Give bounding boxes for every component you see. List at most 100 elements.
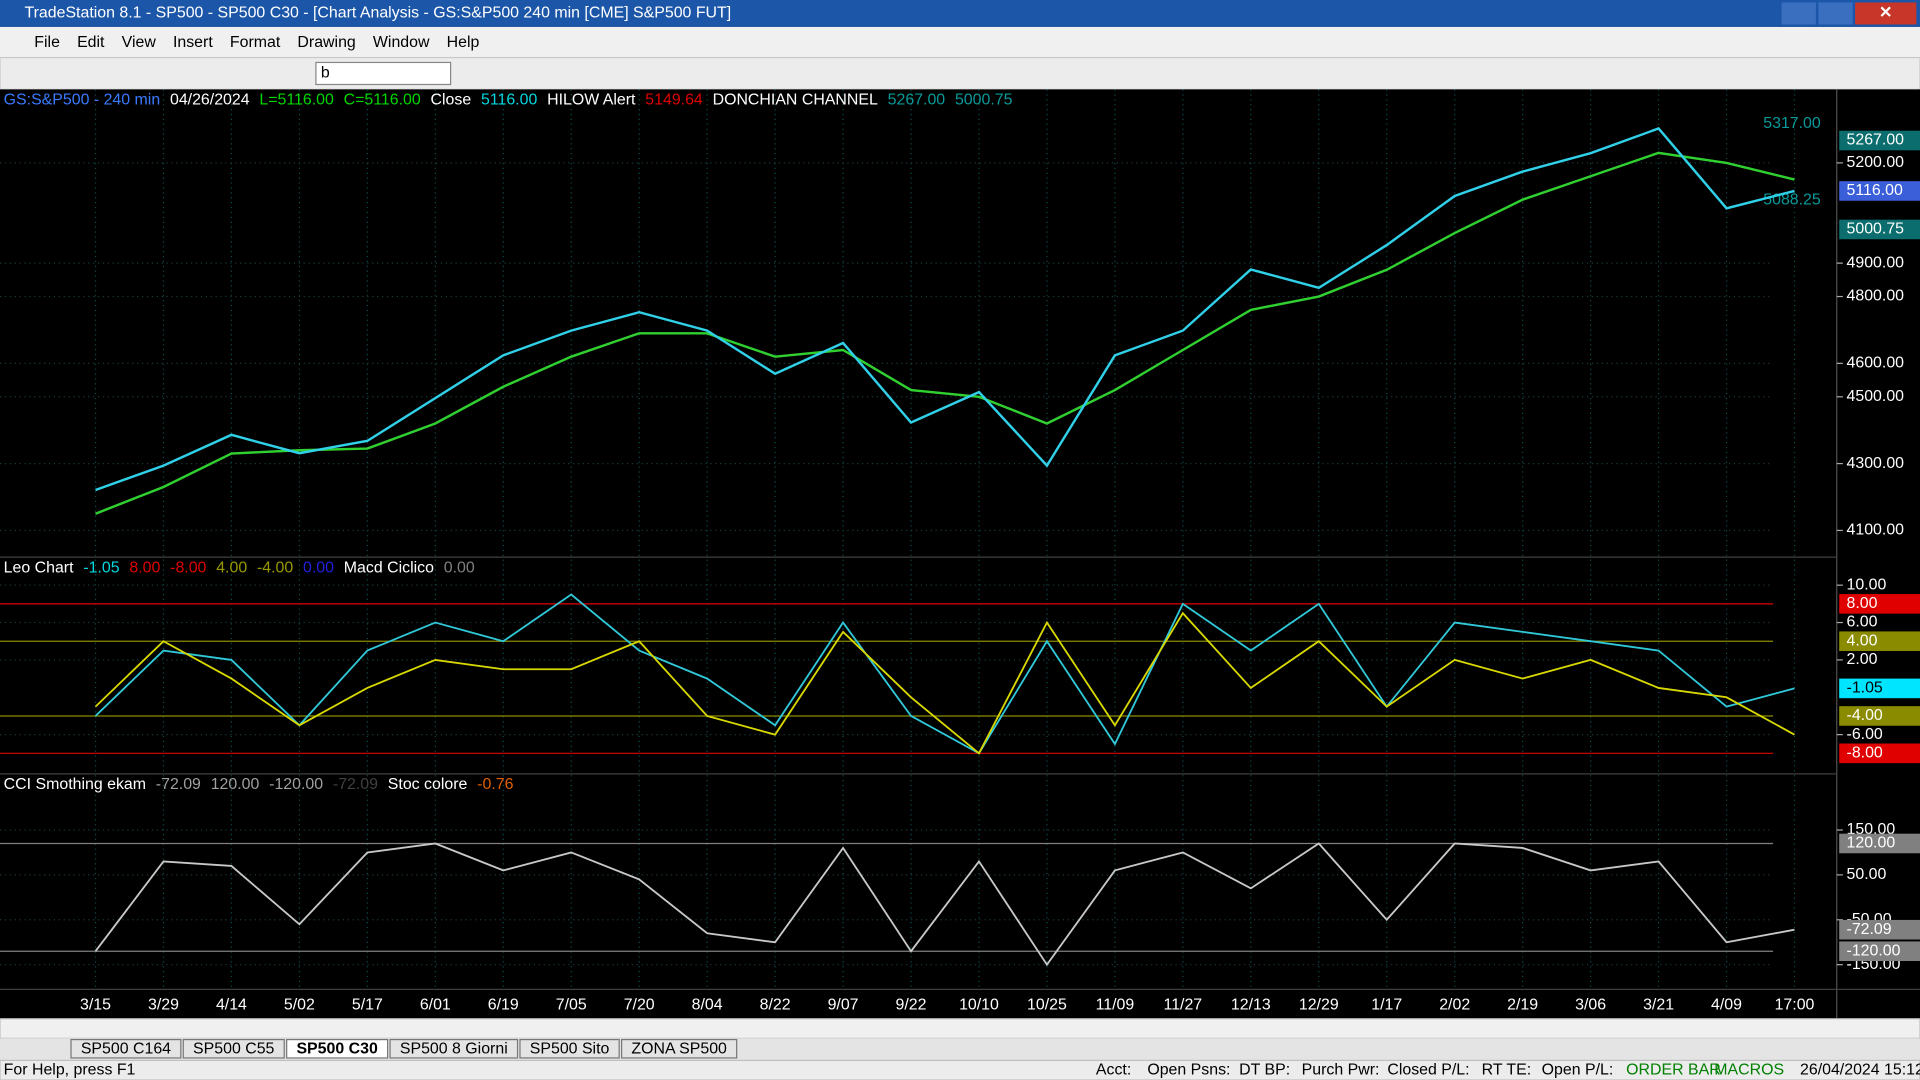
sheet-tab-label: SP500 C164 <box>81 1041 171 1058</box>
chart-area <box>0 89 1920 1019</box>
window-title: TradeStation 8.1 - SP500 - SP500 C30 - [… <box>24 5 731 22</box>
pane-header-text: Macd Ciclico <box>344 559 434 576</box>
status-bar <box>0 1059 1920 1080</box>
menu-item[interactable]: Help <box>447 34 480 51</box>
date-label: 7/05 <box>556 997 587 1014</box>
axis-value-label: -72.09 <box>1847 921 1892 938</box>
date-label: 4/09 <box>1711 997 1742 1014</box>
menu-item[interactable]: Drawing <box>297 34 355 51</box>
menu-item[interactable]: View <box>122 34 157 51</box>
y-tick-label: 4100.00 <box>1847 522 1905 539</box>
toolbar <box>0 56 1920 90</box>
status-field: Acct: <box>1096 1061 1131 1078</box>
price-annotation: 5317.00 <box>1763 115 1821 132</box>
sheet-tab[interactable] <box>389 1038 519 1059</box>
axis-value-label: -8.00 <box>1847 745 1883 762</box>
status-order-bar[interactable]: ORDER BAR <box>1626 1061 1721 1078</box>
y-tick-label: 2.00 <box>1847 651 1878 668</box>
pane-header-text: 120.00 <box>211 776 260 793</box>
menu-item[interactable]: Format <box>230 34 281 51</box>
pane-header-text: 8.00 <box>129 559 160 576</box>
axis-value-box <box>1839 941 1920 962</box>
axis-value-label: 5000.75 <box>1847 221 1905 238</box>
sheet-tab[interactable] <box>182 1038 285 1059</box>
status-macros[interactable]: MACROS <box>1714 1061 1784 1078</box>
menu-item[interactable]: Window <box>373 34 430 51</box>
symbol-combo-text: b <box>321 65 330 82</box>
date-label: 17:00 <box>1775 997 1815 1014</box>
pane-header-text: Close <box>431 92 472 109</box>
date-label: 3/21 <box>1643 997 1674 1014</box>
close-icon: ✕ <box>1879 5 1892 22</box>
symbol-combo[interactable] <box>315 61 452 86</box>
status-field: Open P/L: <box>1542 1061 1614 1078</box>
pane-header-text: -8.00 <box>170 559 206 576</box>
y-tick-label: 4900.00 <box>1847 254 1905 271</box>
pane-header-text: HILOW Alert <box>547 92 636 109</box>
pane-header-text: C=5116.00 <box>344 92 421 109</box>
sheet-tab[interactable] <box>70 1038 182 1059</box>
sheet-tab[interactable] <box>286 1038 389 1059</box>
pane-header-text: 5267.00 <box>888 92 946 109</box>
pane-header-text: CCI Smothing ekam <box>4 776 146 793</box>
date-label: 6/01 <box>420 997 451 1014</box>
date-label: 9/07 <box>828 997 859 1014</box>
date-label: 2/02 <box>1439 997 1470 1014</box>
pane-header-text: 0.00 <box>303 559 334 576</box>
pane-header-text: -120.00 <box>269 776 323 793</box>
dynamic-layer: File Edit View Insert Format Drawing Window Hel… <box>0 34 1920 1078</box>
y-tick-label: 4300.00 <box>1847 455 1905 472</box>
date-label: 3/06 <box>1575 997 1606 1014</box>
date-label: 10/10 <box>959 997 999 1014</box>
pane-header-text: -0.76 <box>477 776 513 793</box>
axis-value-box <box>1839 181 1920 201</box>
axis-value-label: 5267.00 <box>1847 132 1905 149</box>
axis-value-box <box>1839 219 1920 240</box>
maximize-button[interactable] <box>1818 2 1853 25</box>
indicator-line <box>95 127 1795 492</box>
indicator-line <box>94 842 1795 967</box>
sheet-tab-label: ZONA SP500 <box>631 1041 727 1058</box>
date-label: 1/17 <box>1371 997 1402 1014</box>
axis-value-box <box>1839 631 1920 652</box>
pane-header-text: -1.05 <box>83 559 119 576</box>
date-label: 11/09 <box>1096 997 1135 1014</box>
axis-value-label: -1.05 <box>1847 680 1883 697</box>
status-field: RT TE: <box>1482 1061 1532 1078</box>
y-tick-label: 4800.00 <box>1847 288 1905 305</box>
y-tick-label: 50.00 <box>1847 866 1887 883</box>
pane-header-text: Stoc colore <box>388 776 468 793</box>
h-scrollbar[interactable] <box>0 1018 1920 1039</box>
close-button[interactable] <box>1855 2 1917 25</box>
date-label: 8/04 <box>692 997 723 1014</box>
sheet-tab-label: SP500 8 Giorni <box>400 1041 508 1058</box>
status-help: For Help, press F1 <box>4 1061 136 1078</box>
date-label: 10/25 <box>1027 997 1067 1014</box>
sheet-tab[interactable] <box>621 1038 738 1059</box>
axis-value-label: -4.00 <box>1847 707 1883 724</box>
status-field: Purch Pwr: <box>1302 1061 1380 1078</box>
date-label: 4/14 <box>216 997 247 1014</box>
axis-value-box <box>1839 743 1920 764</box>
y-tick-label: 4600.00 <box>1847 355 1905 372</box>
status-field: Open Psns: <box>1147 1061 1230 1078</box>
pane-header-text: GS:S&P500 - 240 min <box>4 92 161 109</box>
status-field: DT BP: <box>1239 1061 1290 1078</box>
date-label: 12/29 <box>1299 997 1339 1014</box>
menu-item[interactable]: File <box>34 34 60 51</box>
date-label: 12/13 <box>1231 997 1271 1014</box>
pane-header-text: -72.09 <box>333 776 378 793</box>
sheet-tab[interactable] <box>519 1038 620 1059</box>
date-label: 7/20 <box>624 997 655 1014</box>
menu-item[interactable]: Edit <box>77 34 105 51</box>
menu-item[interactable]: Insert <box>173 34 213 51</box>
axis-value-box <box>1839 833 1920 854</box>
date-label: 5/17 <box>352 997 383 1014</box>
axis-value-box <box>1839 130 1920 151</box>
indicator-line <box>94 593 1795 755</box>
sheet-tab-label: SP500 Sito <box>530 1041 610 1058</box>
date-label: 6/19 <box>488 997 519 1014</box>
date-label: 9/22 <box>896 997 927 1014</box>
minimize-button[interactable] <box>1781 2 1816 25</box>
